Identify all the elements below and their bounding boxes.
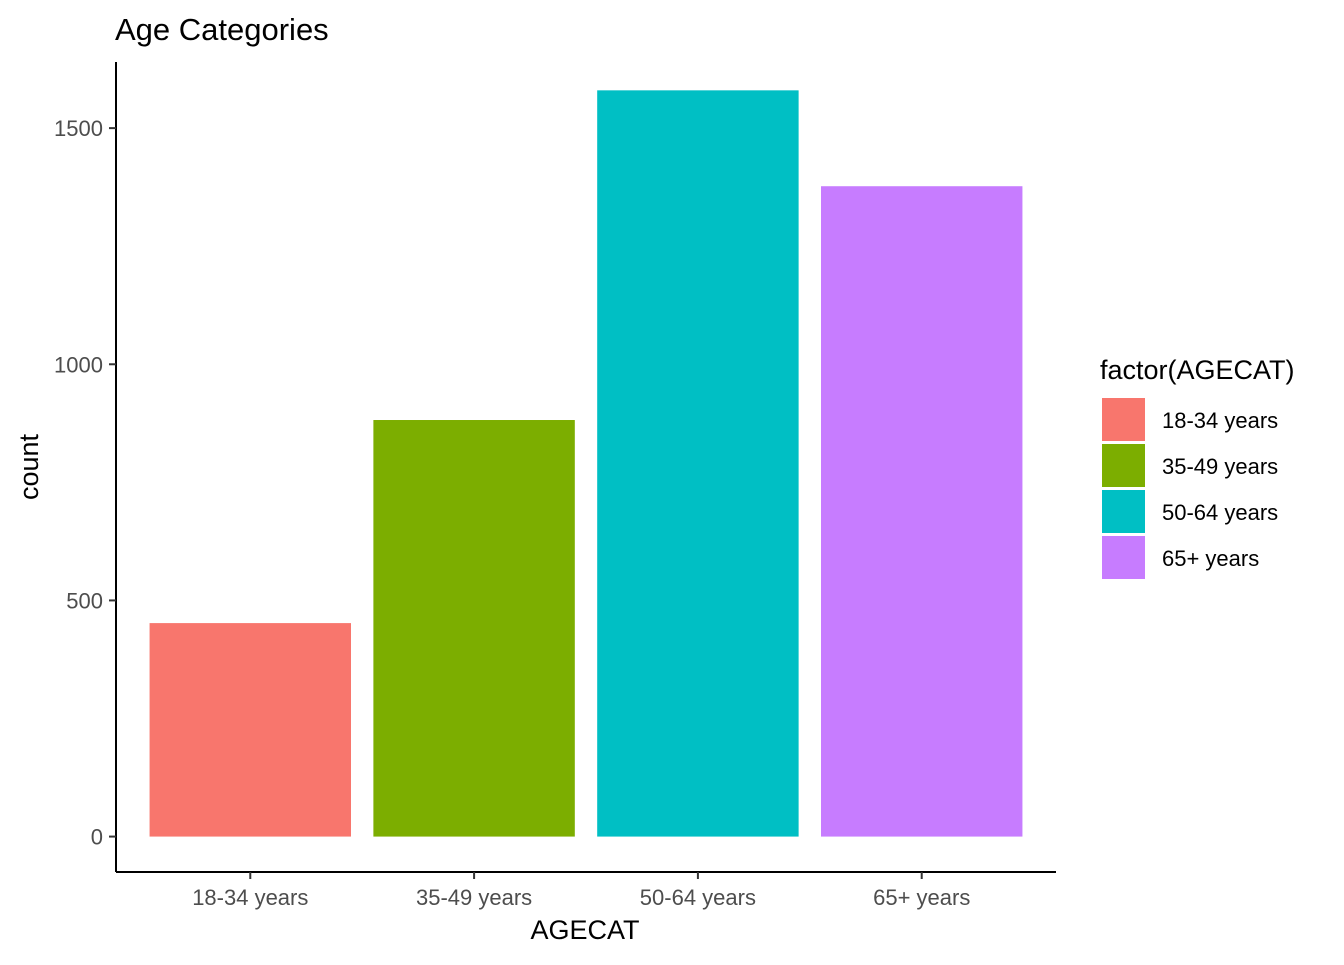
legend-title: factor(AGECAT) bbox=[1100, 355, 1295, 385]
y-tick-label: 1000 bbox=[54, 352, 103, 377]
x-tick-label: 65+ years bbox=[873, 885, 970, 910]
y-tick-label: 0 bbox=[91, 825, 103, 850]
y-axis-title: count bbox=[14, 433, 44, 500]
legend-swatch-3 bbox=[1102, 490, 1145, 533]
y-tick-label: 500 bbox=[66, 588, 103, 613]
axes-layer: 0 500 1000 1500 18-34 years 35-49 years 50-64 … bbox=[54, 62, 1056, 910]
legend-label-2: 35-49 years bbox=[1162, 454, 1278, 479]
legend-label-3: 50-64 years bbox=[1162, 500, 1278, 525]
legend-swatch-4 bbox=[1102, 536, 1145, 579]
bar-4 bbox=[821, 186, 1023, 837]
bar-1 bbox=[149, 623, 351, 837]
legend-items: 18-34 years 35-49 years 50-64 years 65+ yea… bbox=[1102, 398, 1278, 579]
bars-layer bbox=[149, 90, 1023, 837]
bar-2 bbox=[373, 420, 575, 837]
legend-label-1: 18-34 years bbox=[1162, 408, 1278, 433]
legend-label-4: 65+ years bbox=[1162, 546, 1259, 571]
bar-3 bbox=[597, 90, 799, 837]
legend-swatch-2 bbox=[1102, 444, 1145, 487]
x-tick-label: 50-64 years bbox=[640, 885, 756, 910]
legend: factor(AGECAT) 18-34 years 35-49 years 50-… bbox=[1100, 355, 1295, 579]
chart-title: Age Categories bbox=[115, 12, 329, 47]
x-axis-title: AGECAT bbox=[530, 915, 639, 945]
legend-swatch-1 bbox=[1102, 398, 1145, 441]
x-tick-label: 35-49 years bbox=[416, 885, 532, 910]
y-tick-label: 1500 bbox=[54, 116, 103, 141]
x-tick-label: 18-34 years bbox=[192, 885, 308, 910]
